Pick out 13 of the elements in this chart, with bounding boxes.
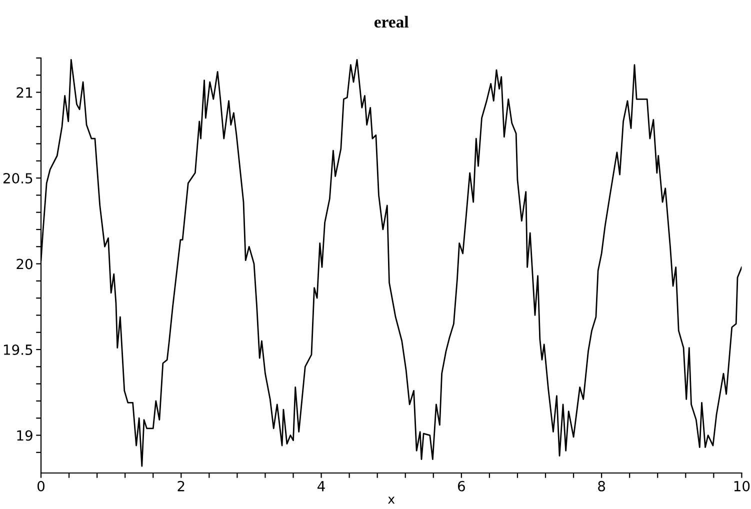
chart-title: ereal bbox=[374, 16, 408, 28]
y-tick-label: 19.5 bbox=[4, 344, 32, 356]
y-tick-label: 19 bbox=[17, 430, 32, 441]
y-tick-label: 20.5 bbox=[3, 173, 32, 184]
x-axis-title: x bbox=[388, 496, 395, 504]
x-tick-label: 2 bbox=[178, 480, 184, 492]
y-tick-label: 20 bbox=[16, 258, 32, 270]
x-tick-label: 4 bbox=[318, 481, 325, 492]
x-tick-label: 0 bbox=[37, 480, 44, 492]
x-tick-label: 6 bbox=[458, 480, 465, 492]
y-tick-label: 21 bbox=[16, 87, 32, 98]
x-tick-label: 10 bbox=[734, 480, 750, 492]
x-tick-label: 8 bbox=[598, 480, 606, 492]
